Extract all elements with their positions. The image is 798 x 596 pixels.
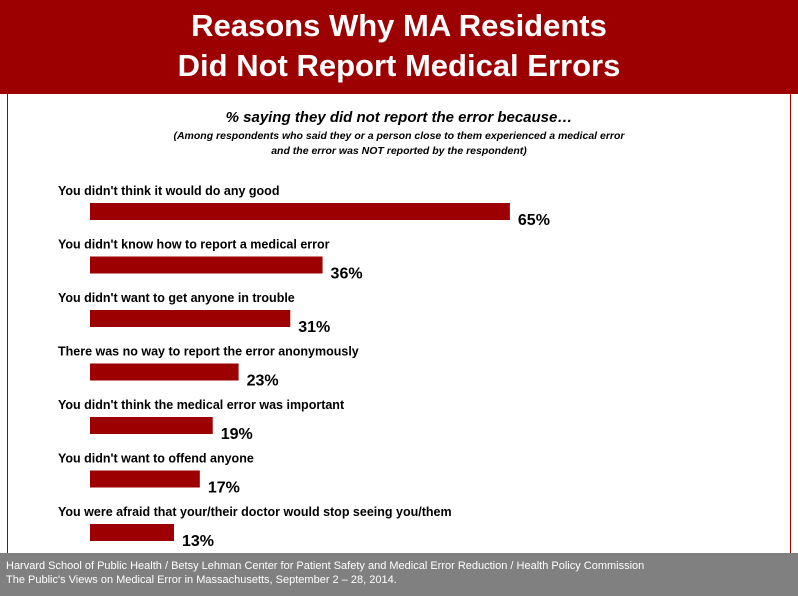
bar-chart: You didn't think it would do any good 65%… (58, 184, 550, 550)
content-frame (7, 94, 791, 553)
title-band: Reasons Why MA Residents Did Not Report … (0, 0, 798, 94)
value-label: 31% (298, 319, 330, 336)
value-label: 19% (221, 426, 253, 443)
title-line-2: Did Not Report Medical Errors (177, 48, 621, 83)
source-footer: Harvard School of Public Health / Betsy … (0, 553, 798, 596)
bar (90, 256, 323, 274)
category-label: You didn't want to offend anyone (58, 452, 254, 466)
bar (90, 524, 174, 541)
bar (90, 363, 239, 381)
value-label: 17% (208, 480, 240, 497)
value-label: 23% (247, 373, 279, 390)
bar (90, 417, 213, 434)
source-line-2: The Public's Views on Medical Error in M… (6, 574, 397, 586)
title-line-1: Reasons Why MA Residents (191, 8, 607, 43)
category-label: You didn't think it would do any good (58, 184, 279, 198)
category-label: There was no way to report the error ano… (58, 345, 359, 359)
chart-subtitle: % saying they did not report the error b… (225, 109, 573, 126)
bar (90, 470, 200, 488)
value-label: 65% (518, 212, 550, 229)
population-note-line-1: (Among respondents who said they or a pe… (173, 130, 625, 142)
value-label: 13% (182, 533, 214, 550)
category-label: You didn't want to get anyone in trouble (58, 291, 295, 305)
population-note-line-2: and the error was NOT reported by the re… (271, 145, 527, 157)
bar (90, 310, 291, 327)
bar (90, 203, 510, 220)
category-label: You were afraid that your/their doctor w… (58, 505, 452, 519)
value-label: 36% (331, 266, 363, 283)
category-label: You didn't think the medical error was i… (58, 398, 345, 412)
source-line-1: Harvard School of Public Health / Betsy … (6, 560, 645, 572)
category-label: You didn't know how to report a medical … (58, 238, 330, 252)
